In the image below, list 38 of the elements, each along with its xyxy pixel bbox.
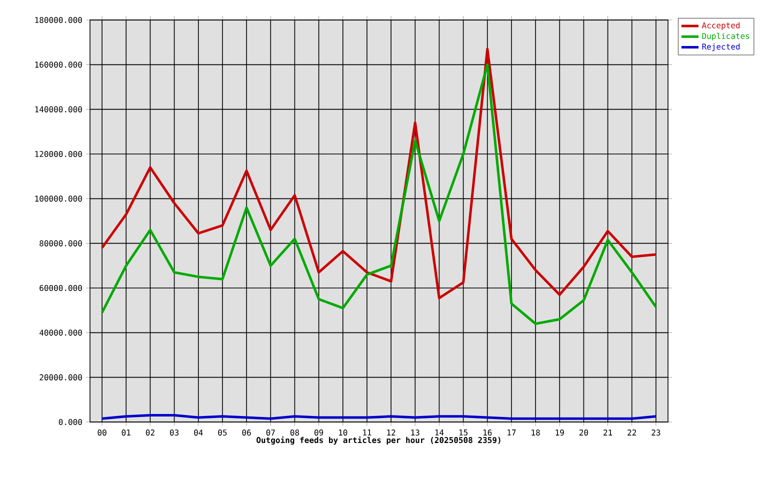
y-tick-label: 20000.000 — [40, 374, 82, 380]
x-tick-label: 11 — [363, 430, 372, 436]
legend-label: Duplicates — [702, 32, 750, 41]
x-tick-label: 16 — [484, 430, 492, 436]
x-tick-label: 14 — [435, 430, 444, 436]
legend-label: Rejected — [702, 43, 740, 52]
x-tick-label: 22 — [628, 430, 636, 436]
y-tick-label: 120000.000 — [35, 150, 82, 158]
x-tick-label: 06 — [242, 430, 251, 436]
y-tick-label: 0.000 — [58, 418, 82, 426]
x-tick-label: 18 — [532, 430, 540, 436]
legend-label: Accepted — [702, 22, 740, 30]
x-tick-label: 13 — [411, 430, 420, 436]
x-tick-label: 21 — [604, 430, 612, 436]
x-tick-label: 17 — [508, 430, 516, 436]
y-tick-label: 160000.000 — [35, 62, 82, 68]
x-tick-label: 01 — [122, 430, 130, 436]
y-tick-label: 100000.000 — [35, 196, 82, 202]
x-tick-label: 08 — [290, 430, 300, 436]
x-tick-label: 23 — [652, 430, 660, 436]
x-tick-label: 02 — [146, 430, 154, 436]
x-tick-label: 00 — [98, 430, 106, 436]
x-tick-label: 03 — [170, 430, 179, 436]
x-tick-label: 05 — [218, 430, 227, 436]
x-tick-label: 04 — [194, 430, 203, 436]
x-tick-label: 15 — [459, 430, 468, 436]
y-tick-label: 60000.000 — [40, 284, 82, 292]
x-tick-label: 09 — [314, 430, 324, 436]
y-tick-label: 140000.000 — [35, 106, 82, 112]
y-tick-label: 180000.000 — [35, 16, 82, 24]
x-tick-label: 10 — [339, 430, 348, 436]
x-axis-title: Outgoing feeds by articles per hour (20250508 2359) — [256, 436, 500, 445]
y-tick-label: 80000.000 — [40, 240, 82, 246]
x-tick-label: 19 — [556, 430, 564, 436]
y-tick-label: 40000.000 — [40, 330, 82, 336]
x-tick-label: 12 — [387, 430, 396, 436]
x-tick-label: 07 — [266, 430, 275, 436]
x-tick-label: 20 — [579, 430, 588, 436]
